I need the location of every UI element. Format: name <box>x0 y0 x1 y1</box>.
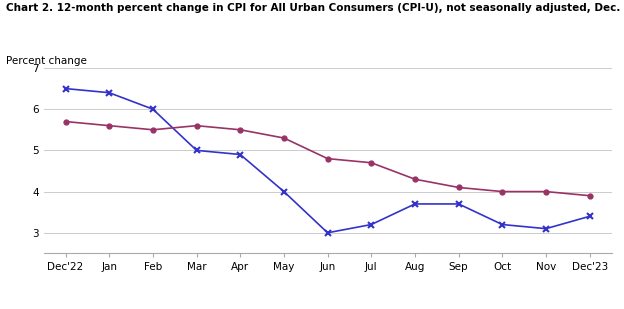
All items less food and energy <box>105 124 113 128</box>
All items <box>324 231 331 235</box>
All items less food and energy <box>368 161 375 165</box>
All items less food and energy <box>149 128 157 132</box>
All items less food and energy <box>193 124 200 128</box>
All items <box>149 107 157 111</box>
All items <box>586 214 593 218</box>
All items less food and energy <box>280 136 288 140</box>
All items <box>105 91 113 95</box>
All items less food and energy <box>236 128 244 132</box>
All items <box>411 202 419 206</box>
Line: All items less food and energy: All items less food and energy <box>63 119 592 198</box>
All items less food and energy <box>499 190 506 193</box>
All items less food and energy <box>542 190 550 193</box>
All items less food and energy <box>411 177 419 181</box>
All items <box>499 223 506 226</box>
All items <box>280 190 288 193</box>
All items less food and energy <box>586 194 593 197</box>
Text: Chart 2. 12-month percent change in CPI for All Urban Consumers (CPI-U), not sea: Chart 2. 12-month percent change in CPI … <box>6 3 624 13</box>
Text: Percent change: Percent change <box>6 56 87 66</box>
All items <box>455 202 462 206</box>
Line: All items: All items <box>62 85 593 236</box>
All items less food and energy <box>62 120 69 123</box>
All items <box>368 223 375 226</box>
All items <box>193 149 200 152</box>
All items less food and energy <box>455 186 462 189</box>
All items <box>236 153 244 156</box>
All items <box>542 227 550 231</box>
All items <box>62 87 69 91</box>
All items less food and energy <box>324 157 331 160</box>
